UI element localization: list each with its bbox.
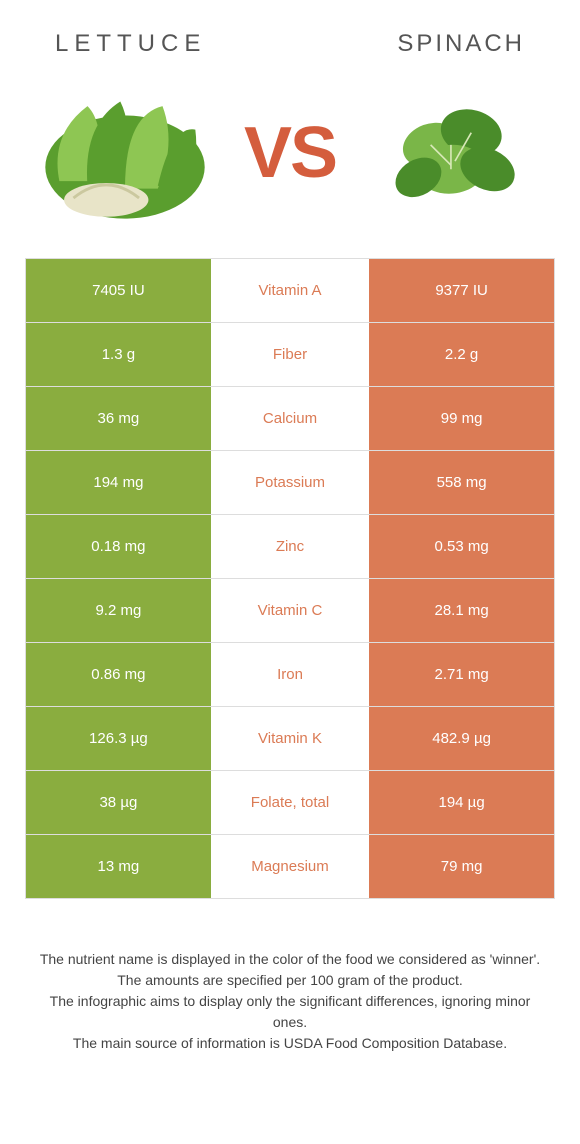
vs-label: VS [244, 112, 336, 194]
header-row: LETTUCE Spinach [0, 0, 580, 78]
lettuce-image [30, 78, 220, 228]
table-row: 1.3 gFiber2.2 g [26, 322, 554, 386]
right-value-cell: 194 µg [369, 771, 554, 834]
table-row: 13 mgMagnesium79 mg [26, 834, 554, 898]
footer-line: The nutrient name is displayed in the co… [35, 949, 545, 970]
right-food-title: Spinach [397, 30, 525, 58]
right-value-cell: 79 mg [369, 835, 554, 898]
footer-notes: The nutrient name is displayed in the co… [0, 899, 580, 1054]
nutrition-table: 7405 IUVitamin A9377 IU1.3 gFiber2.2 g36… [25, 258, 555, 899]
left-value-cell: 36 mg [26, 387, 211, 450]
footer-line: The infographic aims to display only the… [35, 991, 545, 1033]
left-value-cell: 7405 IU [26, 259, 211, 322]
right-value-cell: 9377 IU [369, 259, 554, 322]
left-value-cell: 194 mg [26, 451, 211, 514]
footer-line: The main source of information is USDA F… [35, 1033, 545, 1054]
right-value-cell: 28.1 mg [369, 579, 554, 642]
nutrient-name-cell: Magnesium [211, 835, 369, 898]
table-row: 0.18 mgZinc0.53 mg [26, 514, 554, 578]
right-value-cell: 2.71 mg [369, 643, 554, 706]
nutrient-name-cell: Zinc [211, 515, 369, 578]
left-value-cell: 0.18 mg [26, 515, 211, 578]
table-row: 126.3 µgVitamin K482.9 µg [26, 706, 554, 770]
left-value-cell: 126.3 µg [26, 707, 211, 770]
right-value-cell: 558 mg [369, 451, 554, 514]
left-value-cell: 1.3 g [26, 323, 211, 386]
table-row: 0.86 mgIron2.71 mg [26, 642, 554, 706]
footer-line: The amounts are specified per 100 gram o… [35, 970, 545, 991]
nutrient-name-cell: Vitamin K [211, 707, 369, 770]
nutrient-name-cell: Iron [211, 643, 369, 706]
left-value-cell: 13 mg [26, 835, 211, 898]
table-row: 38 µgFolate, total194 µg [26, 770, 554, 834]
table-row: 36 mgCalcium99 mg [26, 386, 554, 450]
nutrient-name-cell: Potassium [211, 451, 369, 514]
nutrient-name-cell: Folate, total [211, 771, 369, 834]
table-row: 194 mgPotassium558 mg [26, 450, 554, 514]
nutrient-name-cell: Vitamin C [211, 579, 369, 642]
left-value-cell: 38 µg [26, 771, 211, 834]
left-value-cell: 9.2 mg [26, 579, 211, 642]
nutrient-name-cell: Fiber [211, 323, 369, 386]
nutrient-name-cell: Calcium [211, 387, 369, 450]
table-row: 7405 IUVitamin A9377 IU [26, 258, 554, 322]
right-value-cell: 0.53 mg [369, 515, 554, 578]
right-value-cell: 482.9 µg [369, 707, 554, 770]
image-row: VS [0, 78, 580, 258]
nutrient-name-cell: Vitamin A [211, 259, 369, 322]
right-value-cell: 99 mg [369, 387, 554, 450]
left-value-cell: 0.86 mg [26, 643, 211, 706]
table-row: 9.2 mgVitamin C28.1 mg [26, 578, 554, 642]
right-value-cell: 2.2 g [369, 323, 554, 386]
spinach-image [360, 78, 550, 228]
left-food-title: LETTUCE [55, 30, 206, 58]
